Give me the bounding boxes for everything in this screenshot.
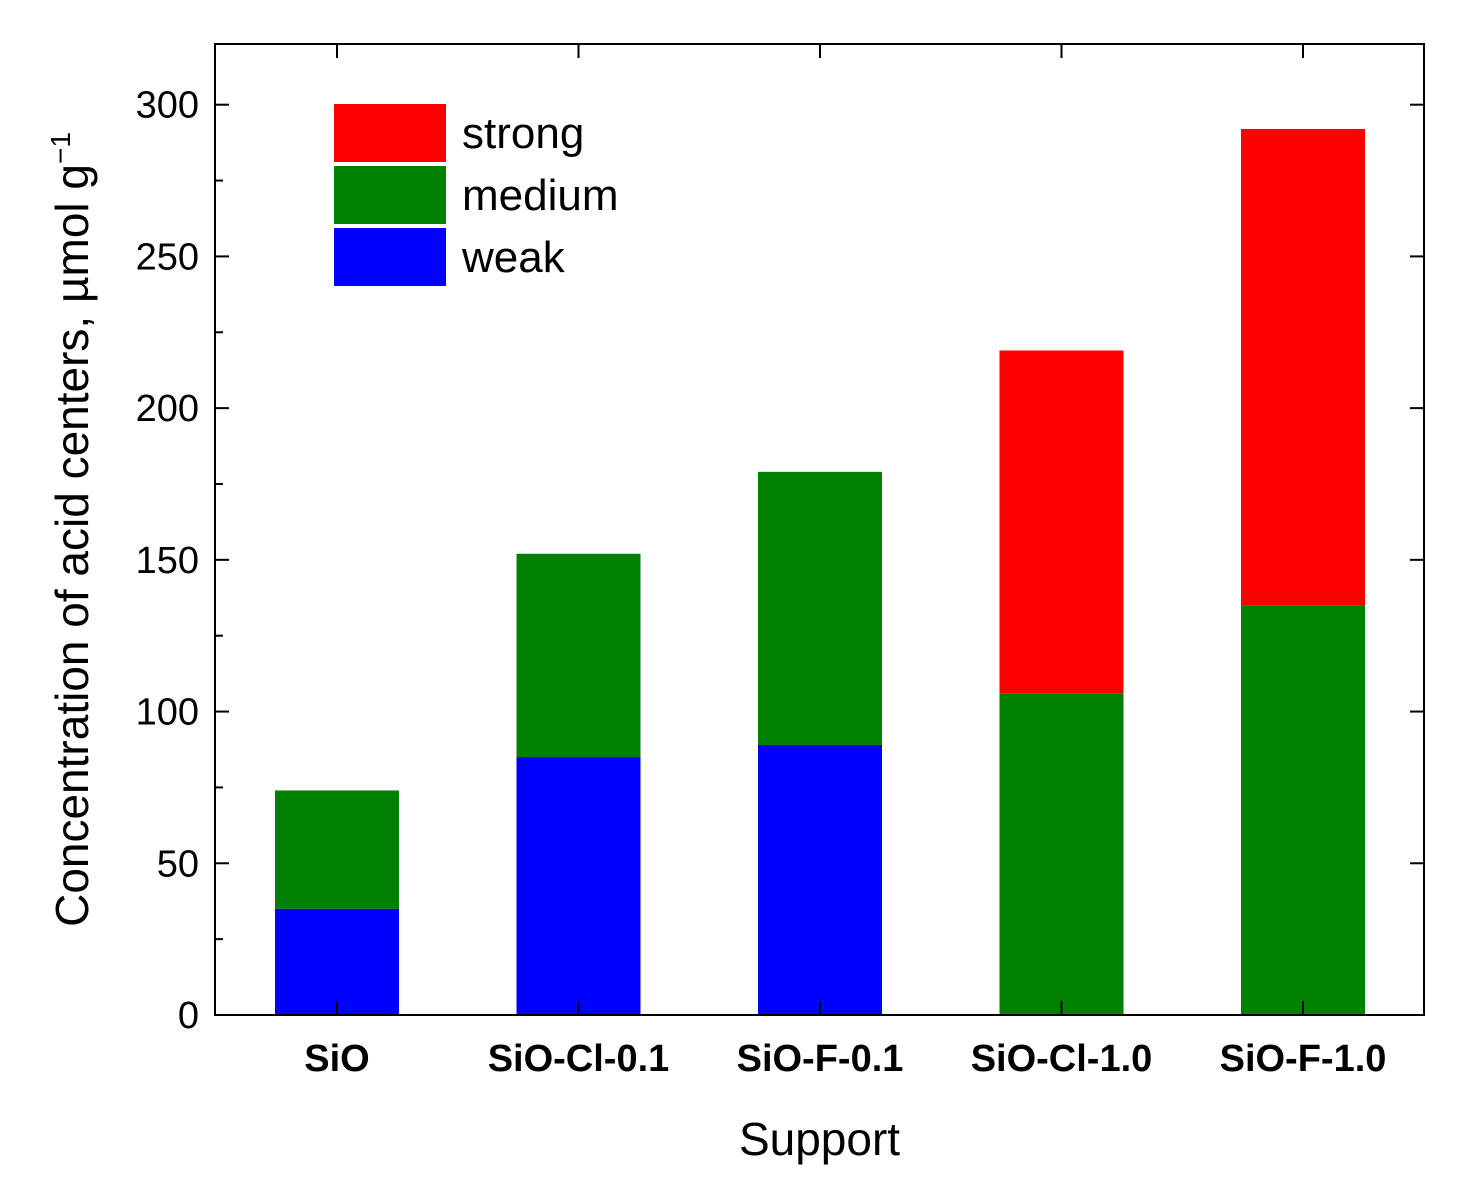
y-tick-label: 0 [178, 995, 199, 1037]
bars-layer [275, 128, 1365, 1015]
x-category-label: SiO-F-1.0 [1220, 1038, 1387, 1080]
bar-medium-sio-f-0-1 [758, 471, 882, 745]
y-tick-label: 50 [157, 843, 199, 885]
legend-label-weak: weak [461, 233, 566, 282]
x-category-label: SiO-Cl-1.0 [971, 1038, 1153, 1080]
legend-label-medium: medium [462, 171, 619, 220]
bar-strong-sio-f-1-0 [1241, 128, 1365, 606]
y-tick-label: 100 [136, 692, 199, 734]
bar-weak-sio [275, 908, 399, 1015]
y-tick-label: 200 [136, 388, 199, 430]
x-axis-title: Support [739, 1113, 900, 1165]
x-category-label: SiO-Cl-0.1 [488, 1038, 670, 1080]
bar-medium-sio [275, 790, 399, 909]
legend-swatch-medium [334, 166, 446, 224]
x-category-label: SiO [304, 1038, 369, 1080]
legend-label-strong: strong [462, 109, 584, 158]
y-axis: 0 50 100 150 200 250 300 [136, 85, 1424, 1037]
bar-medium-sio-f-1-0 [1241, 605, 1365, 1015]
x-axis: SiO SiO-Cl-0.1 SiO-F-0.1 SiO-Cl-1.0 SiO-F-1.… [304, 44, 1386, 1080]
bar-medium-sio-cl-1-0 [999, 693, 1124, 1015]
y-axis-title: Concentration of acid centers, µmol g−1 [45, 132, 98, 927]
y-axis-title-superscript: −1 [45, 132, 76, 164]
bar-weak-sio-f-0-1 [758, 744, 882, 1015]
y-tick-label: 250 [136, 236, 199, 278]
legend: strong medium weak [334, 104, 619, 286]
x-category-label: SiO-F-0.1 [737, 1038, 904, 1080]
y-axis-title-main: Concentration of acid centers, µmol g [46, 164, 98, 927]
bar-weak-sio-cl-0-1 [516, 757, 641, 1015]
legend-swatch-weak [334, 228, 446, 286]
legend-swatch-strong [334, 104, 446, 162]
bar-medium-sio-cl-0-1 [516, 553, 641, 758]
bar-strong-sio-cl-1-0 [999, 350, 1124, 694]
y-tick-label: 300 [136, 85, 199, 127]
y-tick-label: 150 [136, 540, 199, 582]
